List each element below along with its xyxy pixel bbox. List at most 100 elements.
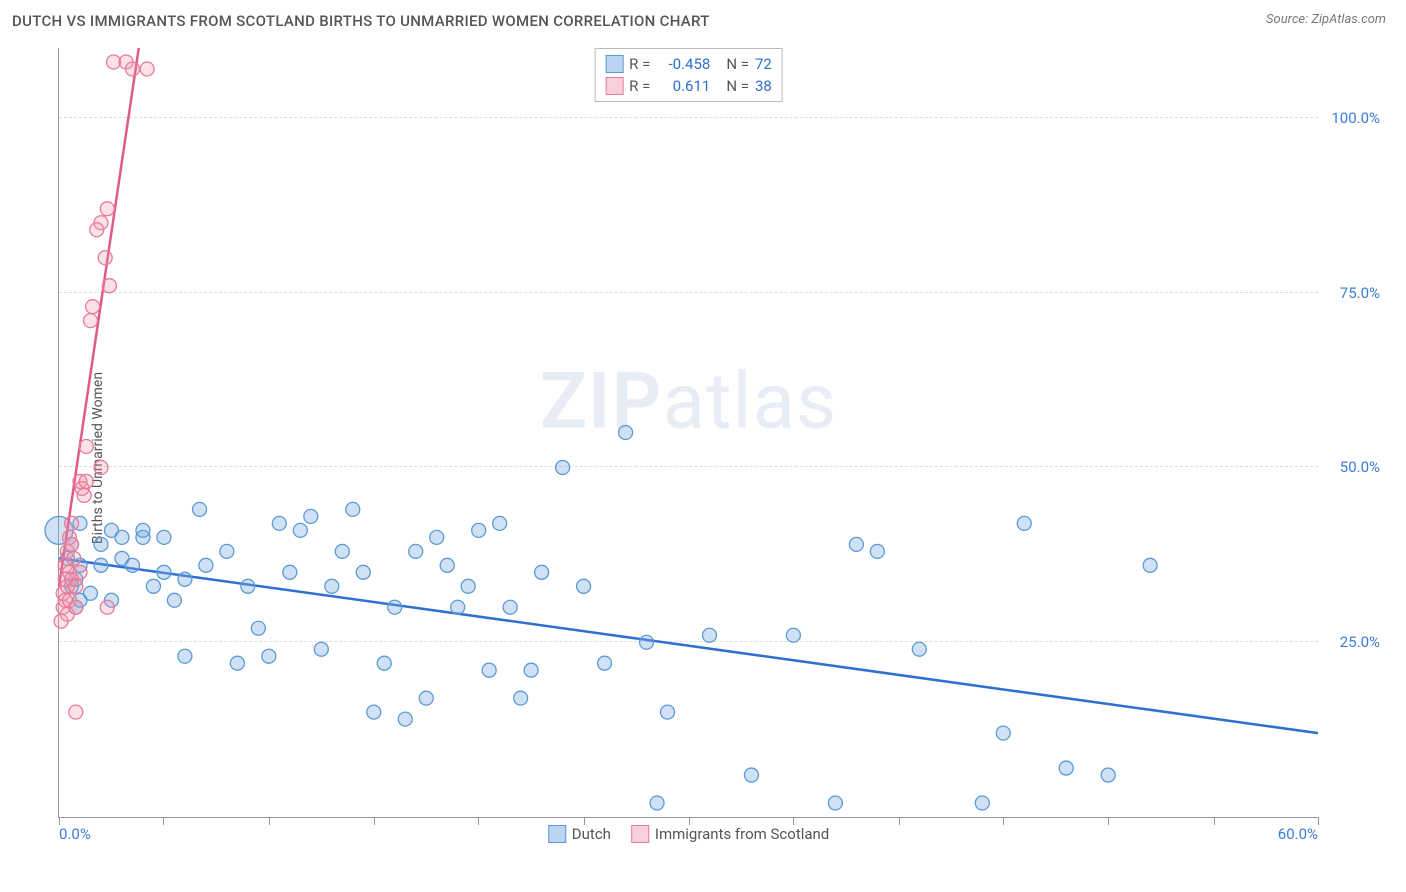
point-dutch bbox=[146, 579, 160, 593]
point-dutch bbox=[388, 600, 402, 614]
point-dutch bbox=[409, 544, 423, 558]
point-dutch bbox=[167, 593, 181, 607]
point-dutch bbox=[367, 705, 381, 719]
point-dutch bbox=[1143, 558, 1157, 572]
point-dutch bbox=[996, 726, 1010, 740]
point-dutch bbox=[1101, 768, 1115, 782]
x-tick bbox=[478, 817, 479, 825]
point-dutch bbox=[241, 579, 255, 593]
point-scotland bbox=[83, 314, 97, 328]
x-tick-label: 60.0% bbox=[1278, 825, 1318, 843]
point-scotland bbox=[65, 516, 79, 530]
point-dutch bbox=[493, 516, 507, 530]
point-dutch bbox=[94, 537, 108, 551]
point-dutch bbox=[304, 509, 318, 523]
point-dutch bbox=[556, 460, 570, 474]
point-dutch bbox=[786, 628, 800, 642]
point-dutch bbox=[702, 628, 716, 642]
point-dutch bbox=[598, 656, 612, 670]
point-dutch bbox=[1017, 516, 1031, 530]
point-scotland bbox=[69, 579, 83, 593]
point-scotland bbox=[140, 62, 154, 76]
x-tick bbox=[584, 817, 585, 825]
chart-title: DUTCH VS IMMIGRANTS FROM SCOTLAND BIRTHS… bbox=[12, 12, 710, 30]
point-scotland bbox=[86, 300, 100, 314]
point-dutch bbox=[650, 796, 664, 810]
swatch-dutch bbox=[605, 55, 623, 73]
point-dutch bbox=[440, 558, 454, 572]
legend-label-dutch: Dutch bbox=[572, 825, 611, 843]
point-scotland bbox=[65, 537, 79, 551]
x-tick-label: 0.0% bbox=[59, 825, 91, 843]
point-dutch bbox=[94, 558, 108, 572]
point-dutch bbox=[419, 691, 433, 705]
chart-container: Births to Unmarried Women ZIPatlas 25.0%… bbox=[12, 38, 1392, 878]
y-tick-label: 25.0% bbox=[1340, 633, 1380, 651]
point-scotland bbox=[79, 474, 93, 488]
point-dutch bbox=[849, 537, 863, 551]
point-dutch bbox=[1059, 761, 1073, 775]
point-dutch bbox=[115, 530, 129, 544]
point-dutch bbox=[346, 502, 360, 516]
point-dutch bbox=[83, 586, 97, 600]
point-scotland bbox=[100, 600, 114, 614]
point-scotland bbox=[102, 279, 116, 293]
point-dutch bbox=[912, 642, 926, 656]
point-scotland bbox=[69, 600, 83, 614]
point-dutch bbox=[178, 649, 192, 663]
point-dutch bbox=[157, 530, 171, 544]
point-scotland bbox=[90, 223, 104, 237]
point-scotland bbox=[100, 202, 114, 216]
x-tick bbox=[1214, 817, 1215, 825]
point-dutch bbox=[251, 621, 265, 635]
point-dutch bbox=[314, 642, 328, 656]
x-tick bbox=[163, 817, 164, 825]
point-dutch bbox=[335, 544, 349, 558]
point-dutch bbox=[744, 768, 758, 782]
point-dutch bbox=[640, 635, 654, 649]
point-dutch bbox=[975, 796, 989, 810]
point-scotland bbox=[94, 460, 108, 474]
point-dutch bbox=[283, 565, 297, 579]
x-tick bbox=[374, 817, 375, 825]
x-tick bbox=[269, 817, 270, 825]
point-dutch bbox=[356, 565, 370, 579]
x-tick bbox=[1108, 817, 1109, 825]
point-dutch bbox=[482, 663, 496, 677]
legend-swatch-scotland bbox=[631, 825, 649, 843]
point-dutch bbox=[524, 663, 538, 677]
y-tick-label: 100.0% bbox=[1331, 109, 1380, 127]
point-scotland bbox=[98, 251, 112, 265]
point-dutch bbox=[178, 572, 192, 586]
legend-item-dutch: Dutch bbox=[548, 825, 611, 843]
point-dutch bbox=[870, 544, 884, 558]
point-dutch bbox=[514, 691, 528, 705]
point-dutch bbox=[193, 502, 207, 516]
point-dutch bbox=[272, 516, 286, 530]
point-scotland bbox=[125, 62, 139, 76]
point-dutch bbox=[157, 565, 171, 579]
x-tick bbox=[59, 817, 60, 825]
point-dutch bbox=[619, 426, 633, 440]
series-legend: Dutch Immigrants from Scotland bbox=[548, 825, 830, 843]
point-scotland bbox=[77, 488, 91, 502]
stats-row-scotland: R =0.611N =38 bbox=[605, 75, 772, 97]
point-dutch bbox=[398, 712, 412, 726]
y-tick-label: 50.0% bbox=[1340, 458, 1380, 476]
x-tick bbox=[1003, 817, 1004, 825]
y-tick-label: 75.0% bbox=[1340, 284, 1380, 302]
point-dutch bbox=[377, 656, 391, 670]
point-dutch bbox=[461, 579, 475, 593]
point-scotland bbox=[107, 55, 121, 69]
point-dutch bbox=[503, 600, 517, 614]
legend-item-scotland: Immigrants from Scotland bbox=[631, 825, 829, 843]
trend-line-scotland bbox=[59, 48, 139, 586]
point-dutch bbox=[199, 558, 213, 572]
x-tick bbox=[689, 817, 690, 825]
point-dutch bbox=[535, 565, 549, 579]
point-dutch bbox=[136, 523, 150, 537]
legend-label-scotland: Immigrants from Scotland bbox=[655, 825, 829, 843]
stats-row-dutch: R =-0.458N =72 bbox=[605, 53, 772, 75]
point-dutch bbox=[220, 544, 234, 558]
point-dutch bbox=[661, 705, 675, 719]
